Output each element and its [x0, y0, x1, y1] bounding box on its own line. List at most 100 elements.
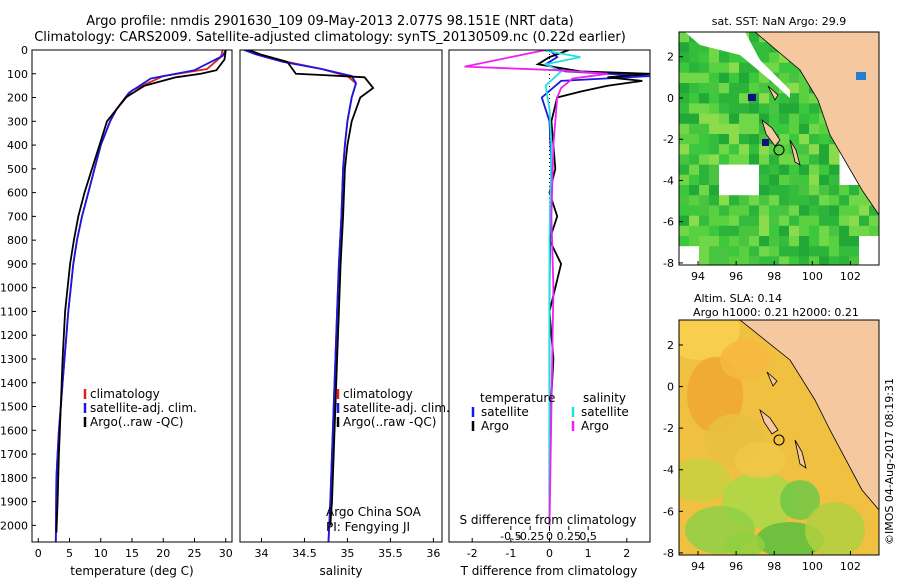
sst-map-cell [719, 256, 730, 265]
legend-title-temperature: temperature [480, 391, 555, 405]
sst-map-cell [699, 174, 710, 186]
sst-map-cell [739, 195, 750, 206]
sst-map-cell [759, 103, 770, 115]
sst-map-cell [799, 195, 810, 206]
sst-map-cell [799, 144, 810, 155]
sst-map-cell [759, 52, 770, 64]
sst-map-cell [809, 205, 820, 217]
sst-map-cell [809, 174, 820, 186]
sst-map-cell [839, 225, 850, 237]
sst-map-cell [799, 185, 810, 196]
sst-map-cell [709, 62, 720, 74]
sst-map-cell [729, 123, 740, 135]
sst-map-cell [729, 154, 740, 166]
sst-map-cell [819, 185, 830, 196]
sst-map-cell [789, 134, 800, 145]
sla-map: Altim. SLA: 0.14 Argo h1000: 0.21 h2000:… [663, 292, 880, 573]
sst-map-cell [689, 103, 700, 115]
depth-tick-label: 1800 [0, 472, 28, 485]
sst-map-cell [709, 174, 720, 186]
sst-map-cell-missing [869, 256, 879, 265]
map-y-tick-label: -2 [663, 422, 674, 435]
sla-map-anomaly-patch [720, 340, 770, 380]
sst-map-cell [849, 225, 860, 237]
sst-map-cell [729, 103, 740, 115]
sst-map-cell-missing [739, 164, 749, 176]
sst-map-cell [749, 134, 760, 145]
sla-map-argo-marker [773, 434, 785, 446]
sst-map-cell [769, 185, 780, 196]
sst-map-island-nias [767, 85, 779, 101]
sst-map-cell [809, 256, 820, 265]
sst-map-cell [689, 236, 700, 247]
sst-map-cell [679, 123, 690, 135]
sst-map-cell [839, 256, 850, 265]
map-x-tick-label: 102 [840, 270, 861, 283]
sst-map-cell [769, 113, 780, 125]
depth-tick-label: 400 [7, 139, 28, 152]
sst-map-cell [709, 72, 720, 84]
sst-map-cell [719, 72, 730, 84]
sst-map-cell [759, 256, 770, 265]
sst-map-cell-missing [859, 256, 869, 265]
sst-map-cell [829, 225, 840, 237]
sst-map-cell [799, 123, 810, 135]
sst-map-cell [699, 256, 710, 265]
s-diff-tick-label: -0.5 [500, 530, 521, 543]
sst-map-cell [849, 195, 860, 206]
sst-map-cell [789, 72, 800, 84]
sst-map-cell [739, 256, 750, 265]
x-tick-label: 35.5 [378, 547, 403, 560]
sst-map-cell [699, 185, 710, 196]
sst-map-cell [689, 144, 700, 155]
sst-map-cell [799, 246, 810, 257]
sst-map-cell-missing [869, 236, 879, 247]
depth-tick-label: 800 [7, 234, 28, 247]
depth-tick-label: 500 [7, 163, 28, 176]
sst-map-cell [779, 215, 790, 227]
sst-map-cell [679, 134, 690, 145]
x-tick-label: 36 [426, 547, 440, 560]
sst-map-cell [739, 93, 750, 104]
x-tick-label: 5 [66, 547, 73, 560]
sst-map-cell [799, 164, 810, 176]
sst-map-frame [678, 31, 880, 266]
depth-tick-label: 1400 [0, 377, 28, 390]
sst-map-cell [699, 236, 710, 247]
sst-map-cell [789, 236, 800, 247]
sst-map-cell [779, 246, 790, 257]
salinity-annotation-institution: Argo China SOA [326, 505, 422, 519]
sst-map-cell [759, 246, 770, 257]
sst-map-cell [689, 225, 700, 237]
map-x-tick-label: 100 [802, 560, 823, 573]
sst-map-cell [729, 83, 740, 94]
depth-tick-label: 100 [7, 68, 28, 81]
sst-map-cell [679, 174, 690, 186]
sst-map-cell [819, 225, 830, 237]
sst-map-cell [779, 164, 790, 176]
sst-map-cell [789, 62, 800, 74]
sst-map-cell [689, 123, 700, 135]
sst-map-cell [689, 154, 700, 166]
sst-map-cell [719, 113, 730, 125]
sst-map-cell [739, 154, 750, 166]
sst-map-cell [729, 225, 740, 237]
map-x-tick-label: 94 [691, 560, 705, 573]
sst-map-cell [749, 205, 760, 217]
sst-map-cell [809, 113, 820, 125]
depth-tick-label: 0 [21, 44, 28, 57]
sst-map-cell [739, 113, 750, 125]
sst-map-cell [689, 195, 700, 206]
plot-title-line1: Argo profile: nmdis 2901630_109 09-May-2… [86, 14, 574, 29]
sst-map-cell [809, 185, 820, 196]
sst-map-cell [719, 154, 730, 166]
x-tick-label: 0 [546, 547, 553, 560]
sla-map-anomaly-patch [780, 480, 820, 520]
sst-map-cell [679, 154, 690, 166]
sst-map-cell [829, 164, 840, 176]
x-tick-label: 35 [340, 547, 354, 560]
sst-map-cell [729, 52, 740, 64]
sst-map-cell-missing [719, 185, 729, 196]
sla-map-anomaly-patch [805, 502, 865, 555]
